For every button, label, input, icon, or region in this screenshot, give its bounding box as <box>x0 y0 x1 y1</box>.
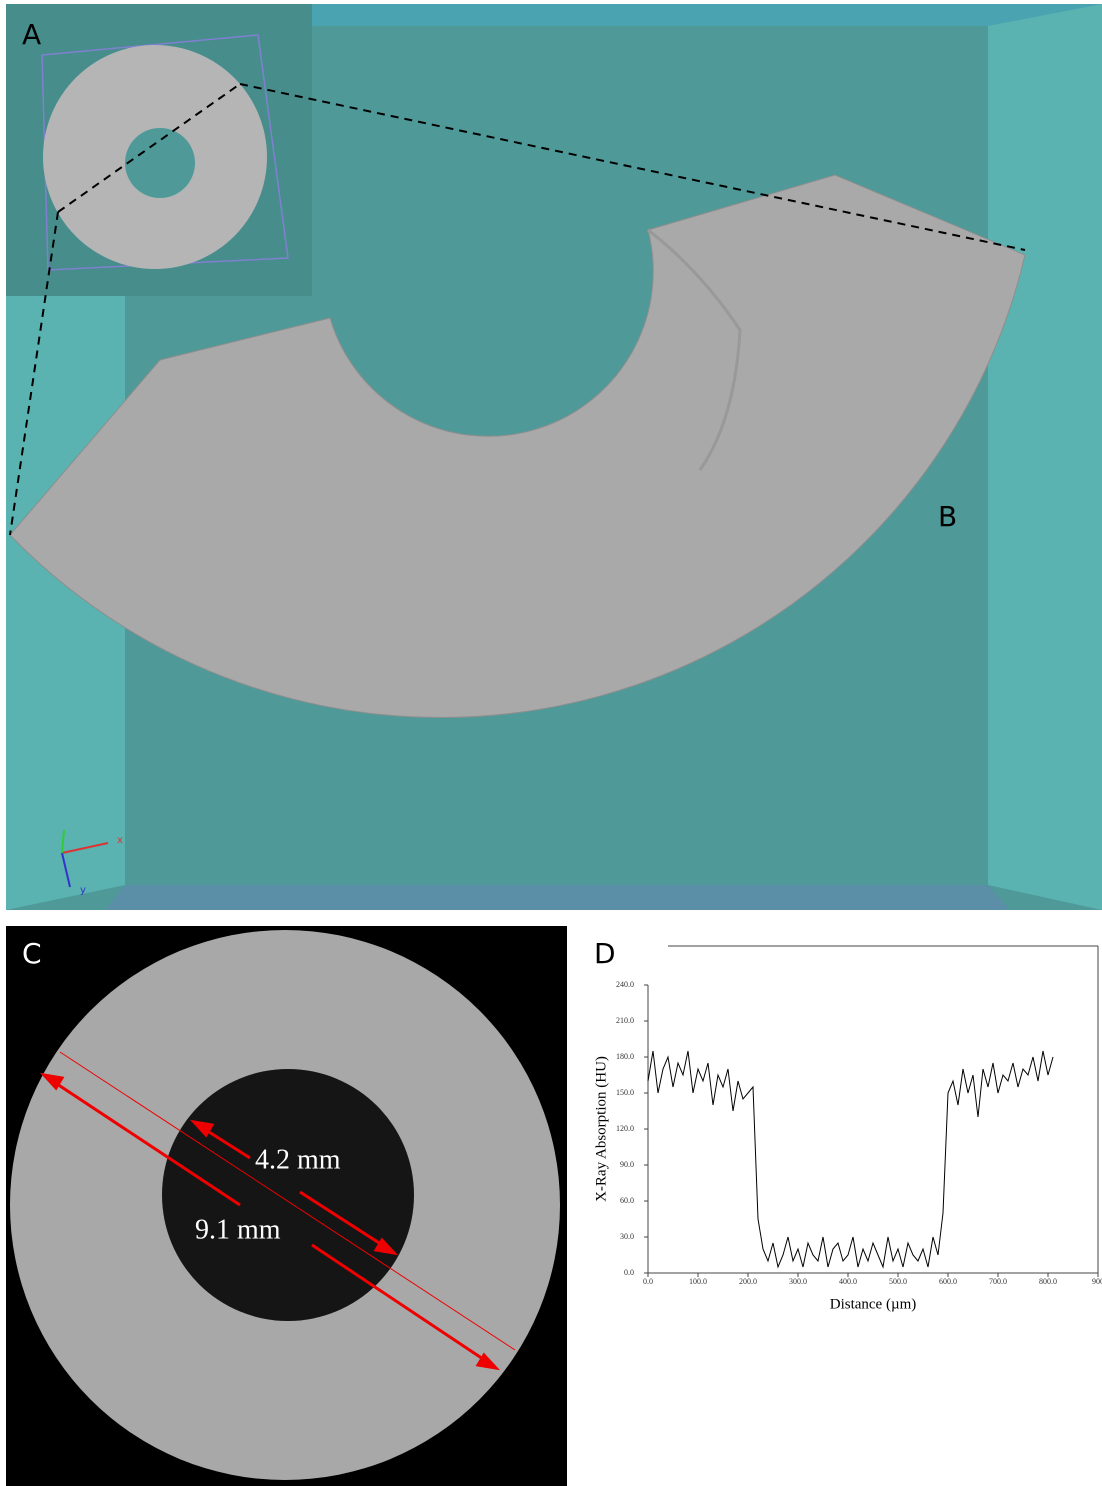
x-tick-label: 400.0 <box>839 1277 857 1286</box>
x-tick-label: 300.0 <box>789 1277 807 1286</box>
wall <box>988 4 1102 910</box>
y-axis-label: X-Ray Absorption (HU) <box>593 1056 609 1202</box>
panel-label: B <box>938 500 957 533</box>
x-tick-label: 0.0 <box>643 1277 653 1286</box>
y-tick-label: 180.0 <box>616 1052 634 1061</box>
panel-label: A <box>22 18 41 51</box>
wall <box>105 885 1010 910</box>
measurement: 4.2 mm <box>255 1144 341 1175</box>
y-tick-label: 210.0 <box>616 1016 634 1025</box>
y-tick-label: 120.0 <box>616 1124 634 1133</box>
axis-y-label: y <box>80 885 86 896</box>
axis-x-label: x <box>117 835 123 846</box>
panel-label: C <box>22 937 42 970</box>
panel-label: D <box>594 937 616 970</box>
plot: 0.0 100.0 200.0 300.0 400.0 500.0 600.0 700.0 80… <box>616 980 1102 1286</box>
x-tick-label: 800.0 <box>1039 1277 1057 1286</box>
y-tick-label: 30.0 <box>620 1232 634 1241</box>
inset-hole <box>125 128 195 198</box>
x-tick-label: 100.0 <box>689 1277 707 1286</box>
profile-line <box>648 1051 1053 1267</box>
ct-lumen <box>162 1069 414 1321</box>
x-tick-label: 700.0 <box>989 1277 1007 1286</box>
figure: x y A B 4.2 mm 9.1 mm C D Distance (µm) … <box>0 0 1102 1486</box>
x-axis-label: Distance (µm) <box>830 1296 917 1312</box>
y-tick-label: 240.0 <box>616 980 634 989</box>
x-tick-label: 900 <box>1092 1277 1102 1286</box>
x-tick-label: 500.0 <box>889 1277 907 1286</box>
wall <box>312 4 1102 26</box>
y-tick-label: 150.0 <box>616 1088 634 1097</box>
x-tick-label: 600.0 <box>939 1277 957 1286</box>
y-tick-label: 90.0 <box>620 1160 634 1169</box>
x-tick-label: 200.0 <box>739 1277 757 1286</box>
y-tick-label: 60.0 <box>620 1196 634 1205</box>
y-tick-label: 0.0 <box>624 1268 634 1277</box>
measurement: 9.1 mm <box>195 1214 281 1245</box>
